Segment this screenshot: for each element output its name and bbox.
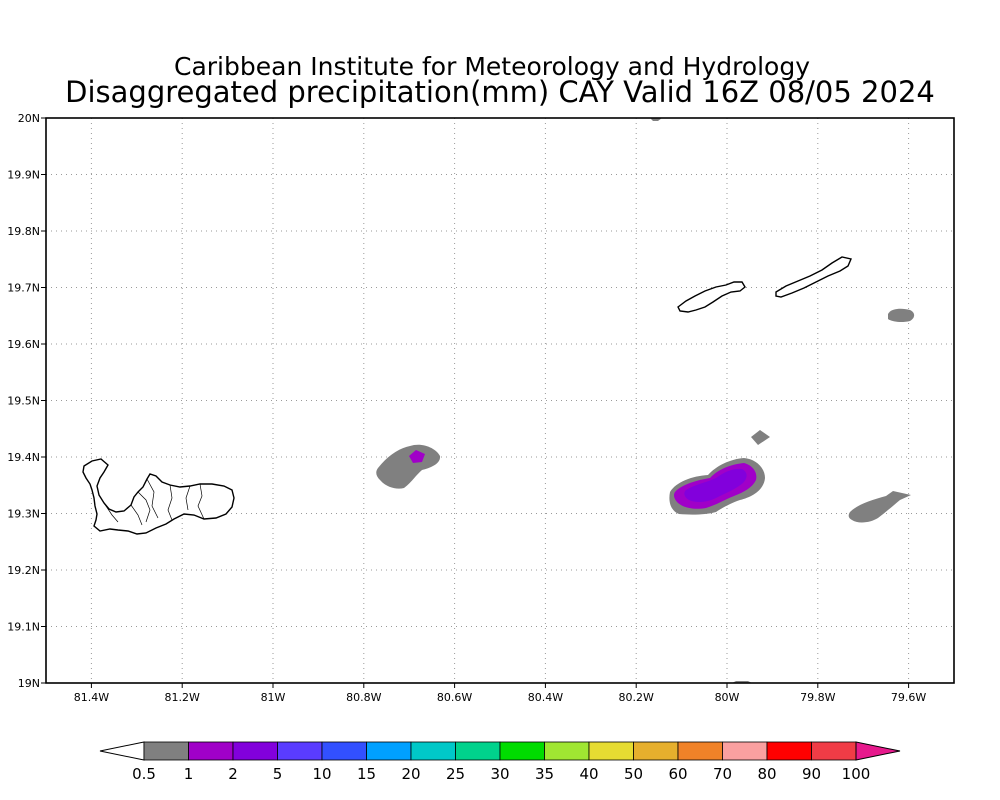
grand-cayman-district-lines [103,478,205,526]
colorbar-box [410,741,456,761]
lat-tick-label: 19.3N [7,508,40,521]
lat-tick-label: 19.5N [7,395,40,408]
colorbar-label: 15 [357,765,376,783]
colorbar-label: 35 [535,765,554,783]
precip-area-central-1 [409,450,425,463]
colorbar: 0.5 1 2 5 10 15 20 25 30 35 40 50 60 70 80 90 100 [99,741,901,783]
colorbar-box [722,741,768,761]
lat-tick-label: 19N [18,677,40,690]
colorbar-box [366,741,412,761]
colorbar-label: 2 [228,765,238,783]
lat-tick-label: 19.9N [7,169,40,182]
lat-tick-label: 19.8N [7,225,40,238]
colorbar-box [321,741,367,761]
map-background [46,118,954,683]
colorbar-label: 5 [273,765,283,783]
lon-tick-label: 81W [261,691,286,704]
island-little-cayman [677,281,746,313]
colorbar-label: 20 [401,765,420,783]
lon-tick-label: 79.8W [800,691,835,704]
lon-tick-label: 80.4W [528,691,563,704]
lon-tick-label: 80.8W [346,691,381,704]
precip-area-east-2 [684,468,747,503]
lon-tick-label: 81.2W [165,691,200,704]
precipitation-layer [376,118,915,683]
lat-tick-label: 19.7N [7,282,40,295]
colorbar-box [811,741,857,761]
colorbar-label: 90 [802,765,821,783]
cayman-brac-coastline [775,256,852,298]
colorbar-label: 10 [312,765,331,783]
lat-lon-grid [46,118,954,683]
colorbar-box [277,741,323,761]
precip-area-southeast-0-5 [848,491,911,523]
lat-tick-label: 19.4N [7,451,40,464]
colorbar-label: 30 [490,765,509,783]
grand-cayman-coastline [82,458,235,535]
colorbar-label: 40 [579,765,598,783]
title-line-1: Caribbean Institute for Meteorology and … [174,52,810,81]
colorbar-box [143,741,189,761]
colorbar-box [232,741,278,761]
colorbar-label: 70 [713,765,732,783]
colorbar-label: 25 [446,765,465,783]
map-plot-area: 81.4W 81.2W 81W 80.8W 80.6W 80.4W 80.2W 80W 79.8… [7,112,955,704]
coastlines [82,256,852,535]
colorbar-box [633,741,679,761]
colorbar-box [544,741,590,761]
colorbar-label: 60 [668,765,687,783]
colorbar-high-arrow [855,741,901,761]
lat-tick-label: 20N [18,112,40,125]
colorbar-box [499,741,545,761]
colorbar-low-arrow [99,741,145,761]
axis-ticks: 81.4W 81.2W 81W 80.8W 80.6W 80.4W 80.2W 80W 79.8… [7,112,926,704]
island-cayman-brac [775,256,852,298]
colorbar-box [188,741,234,761]
colorbar-label: 0.5 [132,765,156,783]
lat-tick-label: 19.2N [7,564,40,577]
lat-tick-label: 19.1N [7,621,40,634]
colorbar-label: 100 [842,765,871,783]
colorbar-box [766,741,812,761]
lat-tick-label: 19.6N [7,338,40,351]
colorbar-box [677,741,723,761]
title-line-2: Disaggregated precipitation(mm) CAY Vali… [65,75,935,109]
colorbar-label: 1 [184,765,194,783]
lon-tick-label: 80.2W [619,691,654,704]
lon-tick-label: 80W [715,691,740,704]
island-grand-cayman [82,458,235,535]
precip-area-northeast-0-5 [888,308,915,323]
little-cayman-coastline [677,281,746,313]
lon-tick-label: 81.4W [74,691,109,704]
lon-tick-label: 80.6W [437,691,472,704]
colorbar-box [588,741,634,761]
precip-area-small-ne-0-5 [751,430,770,445]
lon-tick-label: 79.6W [891,691,926,704]
colorbar-label: 80 [757,765,776,783]
colorbar-box [455,741,501,761]
colorbar-label: 50 [624,765,643,783]
